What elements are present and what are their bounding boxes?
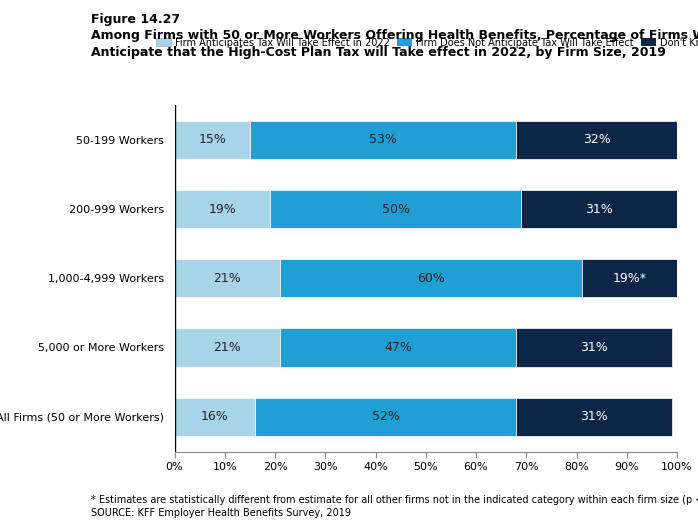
Text: 32%: 32%: [583, 133, 611, 146]
Bar: [517, 329, 672, 366]
Text: 53%: 53%: [369, 133, 397, 146]
Text: 52%: 52%: [371, 410, 399, 423]
Bar: [174, 397, 255, 436]
Bar: [521, 190, 677, 228]
Bar: [517, 397, 672, 436]
Text: * Estimates are statistically different from estimate for all other firms not in: * Estimates are statistically different …: [91, 495, 698, 505]
Text: 21%: 21%: [214, 341, 241, 354]
Text: 50%: 50%: [382, 203, 410, 216]
Text: 21%: 21%: [214, 272, 241, 285]
Bar: [250, 121, 517, 159]
Bar: [280, 259, 581, 297]
Bar: [517, 121, 677, 159]
Text: 15%: 15%: [198, 133, 226, 146]
Legend: Firm Anticipates Tax Will Take Effect in 2022, Firm Does Not Anticipate Tax Will: Firm Anticipates Tax Will Take Effect in…: [152, 34, 698, 51]
Bar: [174, 259, 280, 297]
Bar: [255, 397, 517, 436]
Bar: [174, 121, 250, 159]
Text: 16%: 16%: [201, 410, 228, 423]
Text: 31%: 31%: [580, 410, 608, 423]
Bar: [280, 329, 517, 366]
Text: Figure 14.27: Figure 14.27: [91, 13, 180, 26]
Text: Among Firms with 50 or More Workers Offering Health Benefits, Percentage of Firm: Among Firms with 50 or More Workers Offe…: [91, 29, 698, 59]
Bar: [174, 190, 270, 228]
Text: SOURCE: KFF Employer Health Benefits Survey, 2019: SOURCE: KFF Employer Health Benefits Sur…: [91, 508, 350, 518]
Text: 31%: 31%: [586, 203, 613, 216]
Text: 60%: 60%: [417, 272, 445, 285]
Text: 47%: 47%: [384, 341, 412, 354]
Bar: [581, 259, 677, 297]
Bar: [174, 329, 280, 366]
Text: 19%*: 19%*: [612, 272, 646, 285]
Bar: [270, 190, 521, 228]
Text: 19%: 19%: [209, 203, 236, 216]
Text: 31%: 31%: [580, 341, 608, 354]
